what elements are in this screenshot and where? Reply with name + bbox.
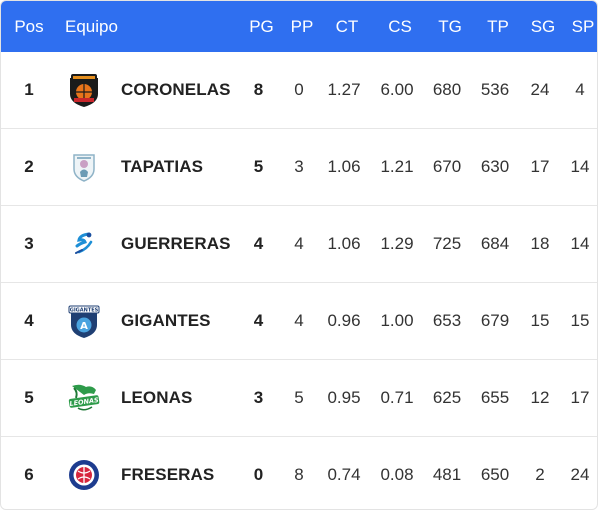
row-cs: 1.29 (380, 234, 414, 253)
header-tg: TG (438, 16, 462, 36)
row-ct: 1.27 (327, 80, 361, 99)
row-sg: 17 (530, 157, 550, 176)
row-ct: 0.95 (327, 388, 361, 407)
row-pg: 4 (253, 311, 264, 330)
table-row: 5 LEONAS LEONAS 3 5 0.95 0.71 625 655 12… (1, 360, 597, 437)
row-sg: 24 (530, 80, 550, 99)
row-pp: 4 (294, 234, 304, 253)
team-name: GUERRERAS (121, 234, 231, 253)
row-tp: 684 (480, 234, 510, 253)
row-sg: 18 (530, 234, 550, 253)
gigantes-logo-icon: GIGANTES A (60, 297, 108, 345)
row-pos: 6 (24, 465, 34, 484)
row-ct: 0.96 (327, 311, 361, 330)
table-header: Pos Equipo PG PP CT CS TG TP SG SP (1, 1, 597, 52)
team-name: CORONELAS (121, 80, 231, 99)
row-tg: 653 (432, 311, 462, 330)
header-pg: PG (249, 16, 274, 36)
row-pg: 8 (253, 80, 264, 99)
row-ct: 1.06 (327, 234, 361, 253)
header-sp: SP (571, 16, 595, 36)
team-name: LEONAS (121, 388, 193, 407)
row-pg: 3 (253, 388, 264, 407)
header-cs: CS (388, 16, 412, 36)
row-team: CORONELAS (57, 66, 234, 114)
table-row: 2 TAPATIAS 5 3 1.06 1.21 670 630 17 14 (1, 129, 597, 206)
row-cs: 1.21 (380, 157, 414, 176)
table-row: 3 GUERRERAS 4 4 1.06 1.29 725 684 18 14 (1, 206, 597, 283)
row-ct: 0.74 (327, 465, 361, 484)
header-team: Equipo (65, 16, 118, 36)
svg-text:A: A (80, 321, 88, 332)
row-pos: 3 (24, 234, 34, 253)
table-row: 4 GIGANTES A GIGANTES 4 4 0.96 1.00 653 … (1, 283, 597, 360)
row-team: GIGANTES A GIGANTES (57, 297, 234, 345)
row-cs: 0.71 (380, 388, 414, 407)
row-tp: 679 (480, 311, 510, 330)
row-tp: 655 (480, 388, 510, 407)
team-name: FRESERAS (121, 465, 215, 484)
row-sp: 4 (575, 80, 585, 99)
header-sg: SG (530, 16, 556, 36)
coronelas-logo-icon (60, 66, 108, 114)
row-ct: 1.06 (327, 157, 361, 176)
guerreras-logo-icon (60, 220, 108, 268)
row-pos: 5 (24, 388, 34, 407)
row-pp: 8 (294, 465, 304, 484)
row-cs: 0.08 (380, 465, 414, 484)
table-row: 1 CORONELAS 8 0 1.27 6.00 680 536 24 4 (1, 52, 597, 129)
row-sg: 15 (530, 311, 550, 330)
row-team: TAPATIAS (57, 143, 234, 191)
tapatias-logo-icon (60, 143, 108, 191)
team-name: GIGANTES (121, 311, 211, 330)
row-tp: 536 (480, 80, 510, 99)
row-sp: 17 (570, 388, 590, 407)
row-pp: 0 (294, 80, 304, 99)
team-name: TAPATIAS (121, 157, 204, 176)
table-row: 6 FRESERAS 0 8 0.74 0.08 481 650 2 24 (1, 437, 597, 509)
row-pos: 1 (24, 80, 34, 99)
row-sg: 12 (530, 388, 550, 407)
row-pg: 4 (253, 234, 264, 253)
row-pos: 4 (24, 311, 34, 330)
header-ct: CT (335, 16, 359, 36)
row-team: LEONAS LEONAS (57, 374, 234, 422)
row-tp: 650 (480, 465, 510, 484)
freseras-logo-icon (60, 451, 108, 499)
row-cs: 1.00 (380, 311, 414, 330)
row-pg: 5 (253, 157, 264, 176)
row-pg: 0 (253, 465, 264, 484)
row-pos: 2 (24, 157, 34, 176)
row-sp: 14 (570, 234, 590, 253)
row-tg: 680 (432, 80, 462, 99)
row-tg: 481 (432, 465, 462, 484)
header-pos: Pos (14, 16, 44, 36)
row-sp: 24 (570, 465, 590, 484)
header-tp: TP (487, 16, 509, 36)
row-pp: 5 (294, 388, 304, 407)
row-sp: 15 (570, 311, 590, 330)
row-pp: 3 (294, 157, 304, 176)
svg-text:GIGANTES: GIGANTES (70, 308, 99, 314)
row-sg: 2 (535, 465, 545, 484)
row-sp: 14 (570, 157, 590, 176)
row-tg: 670 (432, 157, 462, 176)
header-pp: PP (290, 16, 314, 36)
row-team: GUERRERAS (57, 220, 234, 268)
leonas-logo-icon: LEONAS (60, 374, 108, 422)
row-tg: 625 (432, 388, 462, 407)
row-tp: 630 (480, 157, 510, 176)
row-tg: 725 (432, 234, 462, 253)
row-pp: 4 (294, 311, 304, 330)
row-team: FRESERAS (57, 451, 234, 499)
svg-text:LEONAS: LEONAS (69, 396, 99, 408)
row-cs: 6.00 (380, 80, 414, 99)
